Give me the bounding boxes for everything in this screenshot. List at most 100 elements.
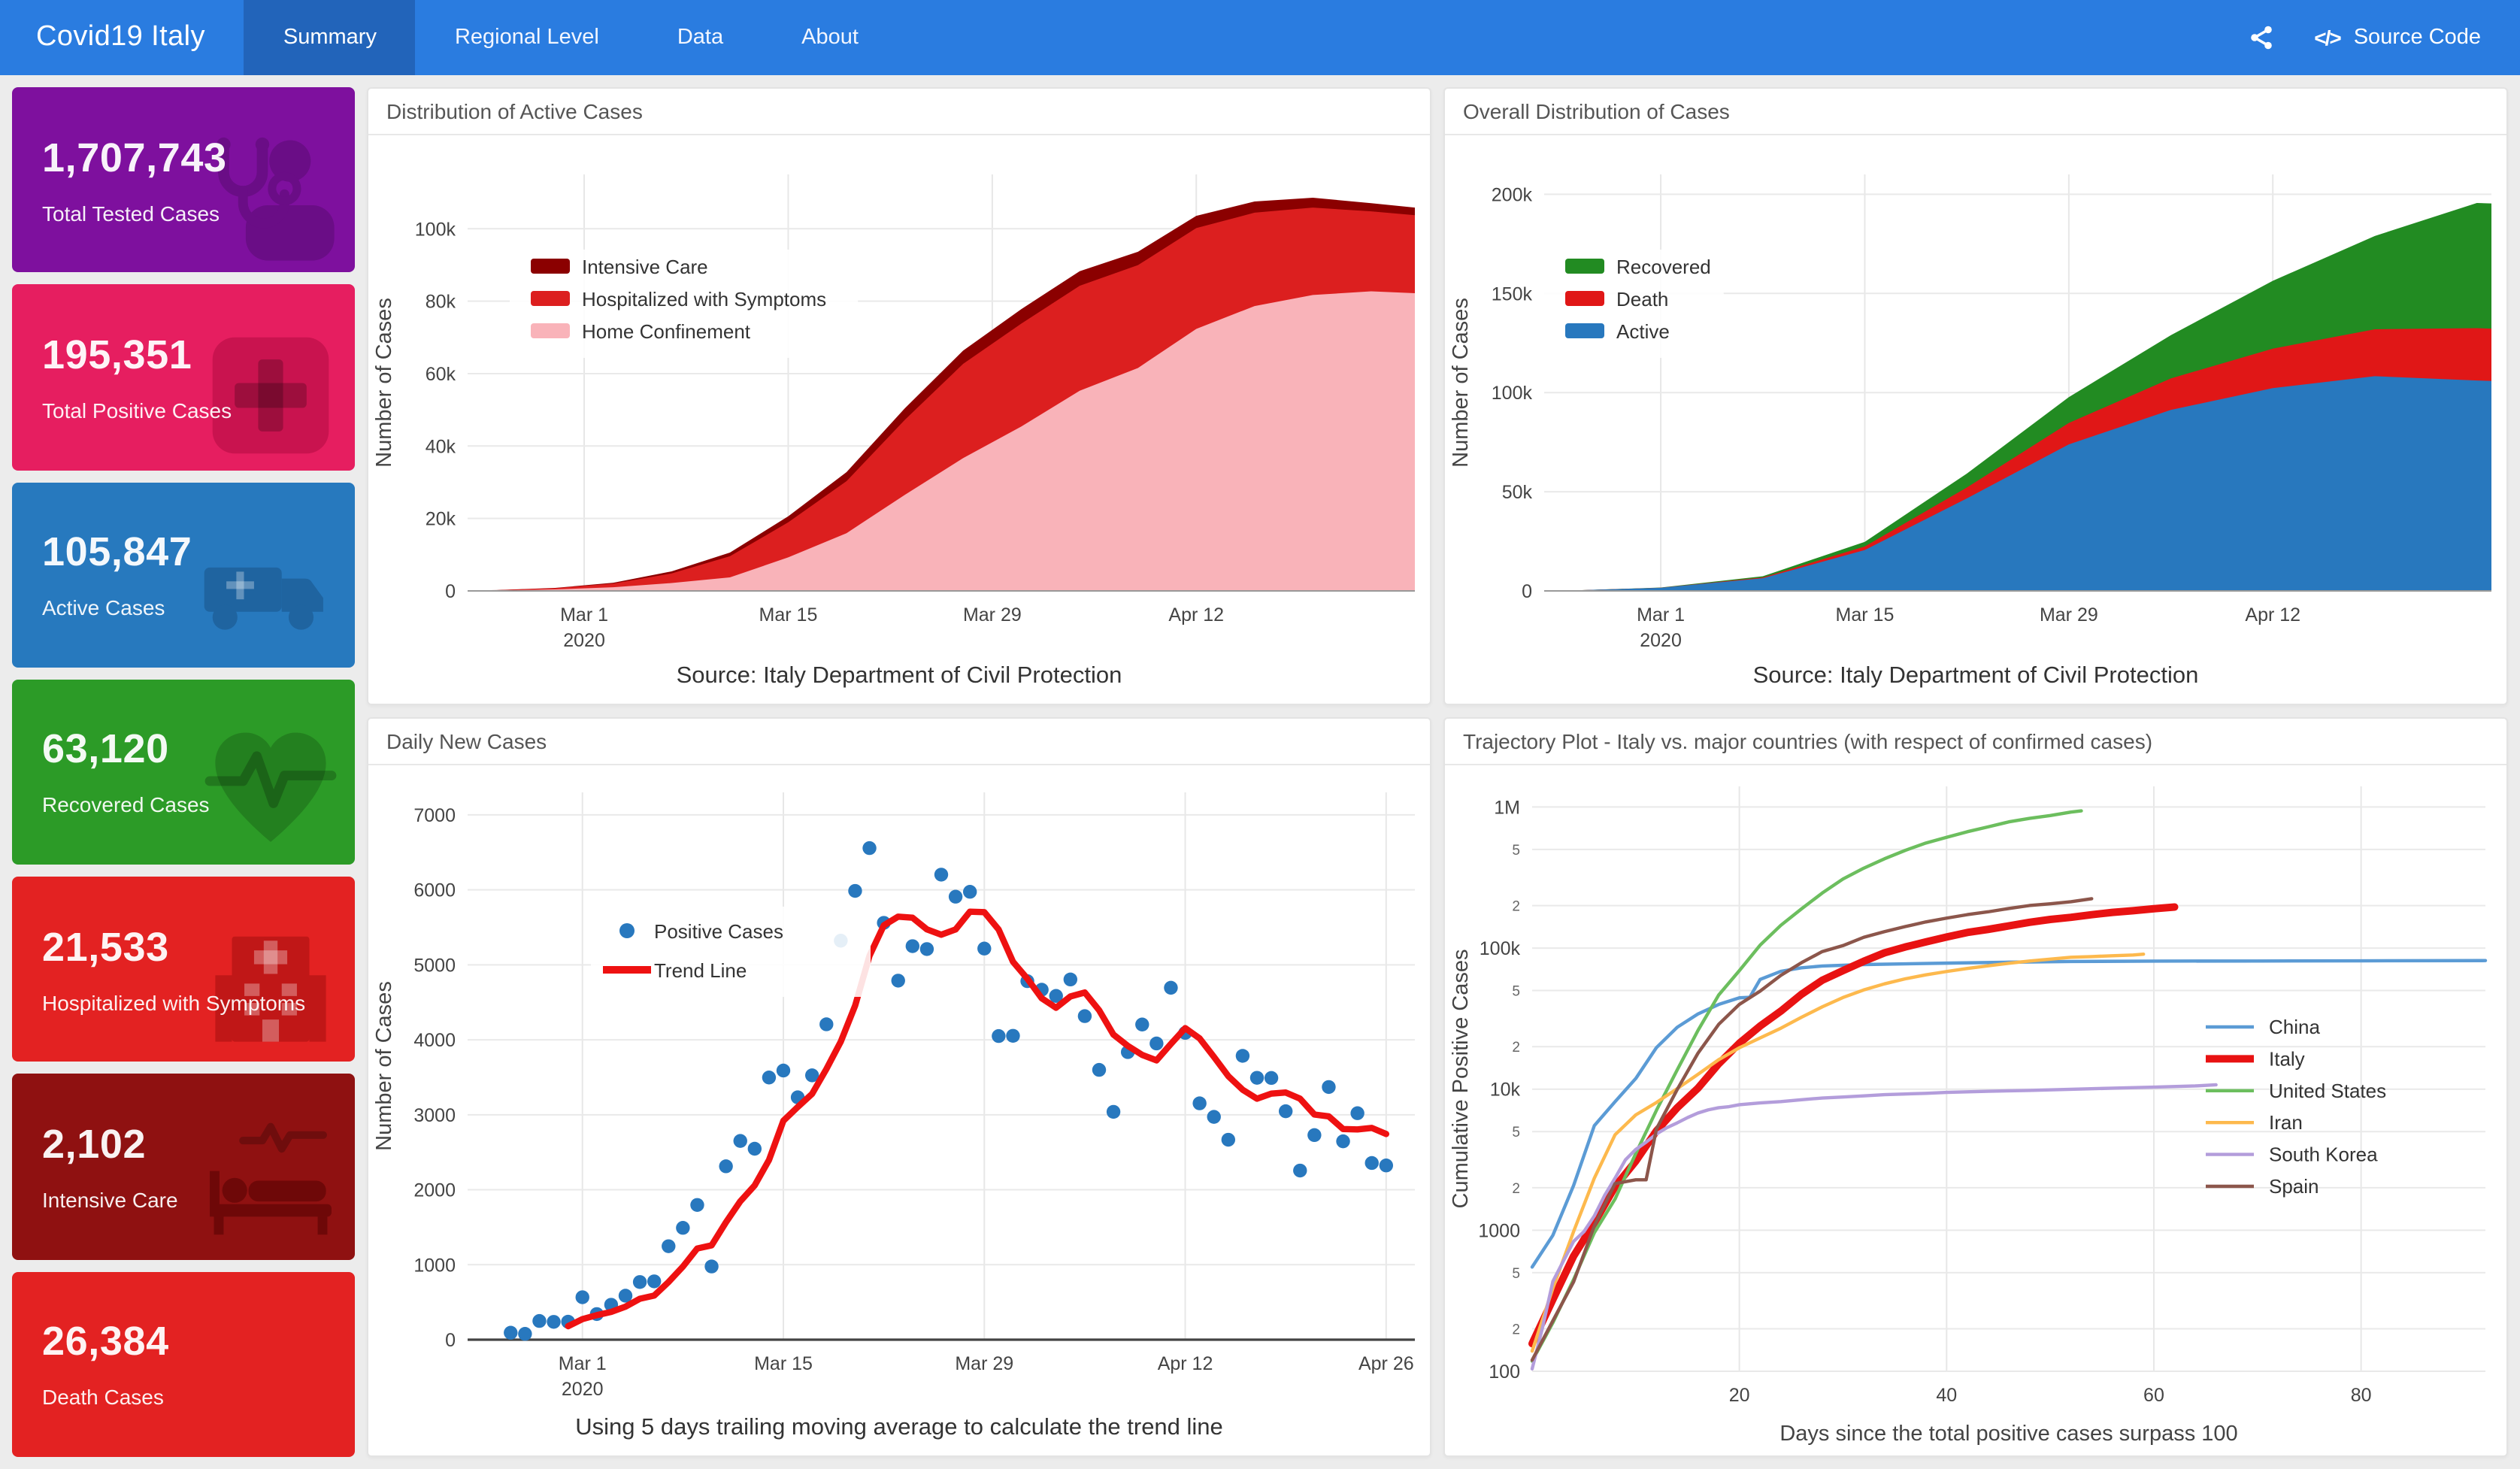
- svg-text:Mar 1: Mar 1: [559, 1353, 607, 1374]
- chart-source-caption: Source: Italy Department of Civil Protec…: [1752, 663, 2199, 689]
- app-brand: Covid19 Italy: [36, 21, 205, 53]
- stat-card-hospitalized-with-symptoms: 21,533 Hospitalized with Symptoms: [12, 877, 355, 1062]
- svg-text:2: 2: [1512, 899, 1520, 915]
- gridlines: [1532, 786, 2485, 1372]
- svg-text:80: 80: [2351, 1385, 2372, 1406]
- svg-text:Italy: Italy: [2269, 1047, 2305, 1070]
- panel-overall-distribution: Overall Distribution of Cases Mar 1 2020 M…: [1443, 87, 2508, 705]
- panel-trajectory: Trajectory Plot - Italy vs. major countr…: [1443, 717, 2508, 1457]
- stat-label: Intensive Care: [42, 1188, 178, 1213]
- stat-value: 105,847: [42, 529, 192, 575]
- area-active: [1544, 376, 2491, 591]
- trend-line: [565, 908, 1390, 1330]
- tab-regional-level[interactable]: Regional Level: [454, 26, 599, 50]
- svg-text:5: 5: [1512, 1266, 1520, 1282]
- svg-text:5: 5: [1512, 843, 1520, 859]
- legend: Intensive Care Hospitalized with Symptoms…: [510, 250, 859, 358]
- y-axis-title: Number of Cases: [372, 298, 396, 468]
- source-code-link[interactable]: </> Source Code: [2314, 26, 2481, 50]
- bed-icon: [201, 1115, 340, 1253]
- tab-data[interactable]: Data: [677, 26, 724, 50]
- svg-text:Death: Death: [1616, 288, 1668, 310]
- svg-text:60: 60: [2143, 1385, 2164, 1406]
- svg-text:0: 0: [445, 581, 456, 602]
- svg-text:100k: 100k: [1480, 938, 1521, 959]
- svg-text:20k: 20k: [426, 509, 456, 530]
- heart-pulse-icon: [201, 720, 340, 859]
- share-icon[interactable]: [2248, 24, 2275, 51]
- stat-card-intensive-care: 2,102 Intensive Care: [12, 1074, 355, 1260]
- svg-text:Iran: Iran: [2269, 1111, 2303, 1134]
- overall-distribution-of-cases-svg: Mar 1 2020 Mar 15 Mar 29 Apr 12 0 50k 100k 150k 2…: [1449, 174, 2491, 651]
- stat-card-recovered-cases: 63,120 Recovered Cases: [12, 679, 355, 865]
- stat-value: 26,384: [42, 1319, 169, 1365]
- stat-label: Hospitalized with Symptoms: [42, 990, 306, 1015]
- svg-text:Apr 12: Apr 12: [2245, 604, 2300, 625]
- code-icon: </>: [2314, 26, 2342, 50]
- svg-text:3000: 3000: [413, 1105, 456, 1126]
- source-code-label: Source Code: [2353, 26, 2481, 50]
- trajectory-chart: 20 40 60 80 100 2 5 1000 2 5 10k 2 5 100k 2 5 1M Cumulati…: [1445, 765, 2506, 1455]
- svg-text:200k: 200k: [1492, 184, 1533, 205]
- hospital-icon: [201, 918, 340, 1056]
- daily-new-cases-svg: Mar 1 2020 Mar 15 Mar 29 Apr 12 Apr 26 0 1000 20…: [372, 792, 1415, 1400]
- tab-summary[interactable]: Summary: [244, 0, 416, 75]
- tab-about[interactable]: About: [801, 26, 859, 50]
- series-italy: [1528, 903, 2179, 1348]
- area-home-confinement: [468, 291, 1415, 591]
- svg-text:Mar 1: Mar 1: [560, 604, 608, 625]
- svg-text:Mar 29: Mar 29: [963, 604, 1022, 625]
- svg-text:Apr 26: Apr 26: [1358, 1353, 1414, 1374]
- svg-text:40k: 40k: [426, 436, 456, 457]
- svg-text:80k: 80k: [426, 292, 456, 313]
- stat-label: Active Cases: [42, 595, 165, 620]
- svg-text:Positive Cases: Positive Cases: [654, 920, 783, 943]
- svg-text:Intensive Care: Intensive Care: [582, 256, 708, 278]
- svg-text:2000: 2000: [413, 1180, 456, 1201]
- stat-card-active-cases: 105,847 Active Cases: [12, 482, 355, 668]
- y-axis-title: Number of Cases: [1449, 298, 1473, 468]
- chart-source-caption: Source: Italy Department of Civil Protec…: [676, 663, 1122, 689]
- y-axis-title: Number of Cases: [372, 981, 396, 1151]
- svg-text:Apr 12: Apr 12: [1158, 1353, 1213, 1374]
- stat-value: 21,533: [42, 924, 169, 970]
- stat-value: 195,351: [42, 332, 192, 377]
- svg-text:40: 40: [1936, 1385, 1957, 1406]
- stat-card-death-cases: 26,384 Death Cases: [12, 1271, 355, 1457]
- overall-distribution-chart: Mar 1 2020 Mar 15 Mar 29 Apr 12 0 50k 100k 150k 2…: [1445, 135, 2506, 663]
- series-spain: [1530, 897, 2094, 1362]
- active-distribution-chart: Mar 1 2020 Mar 15 Mar 29 Apr 12 0 20k 40k 60k 80k…: [368, 135, 1430, 663]
- svg-text:7000: 7000: [413, 805, 456, 826]
- svg-text:0: 0: [445, 1330, 456, 1351]
- panel-title: Overall Distribution of Cases: [1445, 89, 2506, 135]
- series-china: [1530, 959, 2488, 1269]
- trajectory-plot-italy-vs-major-countries-with-respect-of-confirmed-cases-svg: 20 40 60 80 100 2 5 1000 2 5 10k 2 5 100k 2 5 1M Cumulati…: [1449, 786, 2488, 1446]
- navbar-right: </> Source Code: [2248, 0, 2520, 75]
- stat-value: 2,102: [42, 1122, 147, 1168]
- svg-text:4000: 4000: [413, 1030, 456, 1051]
- stat-card-total-tested-cases: 1,707,743 Total Tested Cases: [12, 87, 355, 273]
- svg-text:2: 2: [1512, 1040, 1520, 1056]
- stats-sidebar: 1,707,743 Total Tested Cases 195,351 Tot…: [12, 87, 355, 1457]
- series-south-korea: [1530, 1083, 2218, 1371]
- svg-text:Mar 15: Mar 15: [1836, 604, 1895, 625]
- svg-text:Recovered: Recovered: [1616, 256, 1711, 278]
- svg-text:Apr 12: Apr 12: [1168, 604, 1224, 625]
- svg-text:2020: 2020: [563, 630, 605, 651]
- panel-title: Distribution of Active Cases: [368, 89, 1430, 135]
- svg-text:Mar 15: Mar 15: [759, 604, 818, 625]
- stat-value: 1,707,743: [42, 135, 227, 180]
- y-axis-title: Cumulative Positive Cases: [1449, 950, 1473, 1209]
- svg-text:10k: 10k: [1490, 1080, 1521, 1101]
- plus-square-icon: [201, 326, 340, 464]
- svg-text:1000: 1000: [1478, 1220, 1520, 1241]
- ambulance-icon: [201, 523, 340, 662]
- nav-tabs: Summary Regional Level Data About: [244, 0, 898, 75]
- svg-text:1M: 1M: [1494, 797, 1520, 818]
- svg-text:China: China: [2269, 1016, 2320, 1038]
- svg-text:5: 5: [1512, 1125, 1520, 1140]
- svg-text:20: 20: [1729, 1385, 1750, 1406]
- stethoscope-icon: [201, 129, 340, 267]
- svg-text:Active: Active: [1616, 320, 1670, 343]
